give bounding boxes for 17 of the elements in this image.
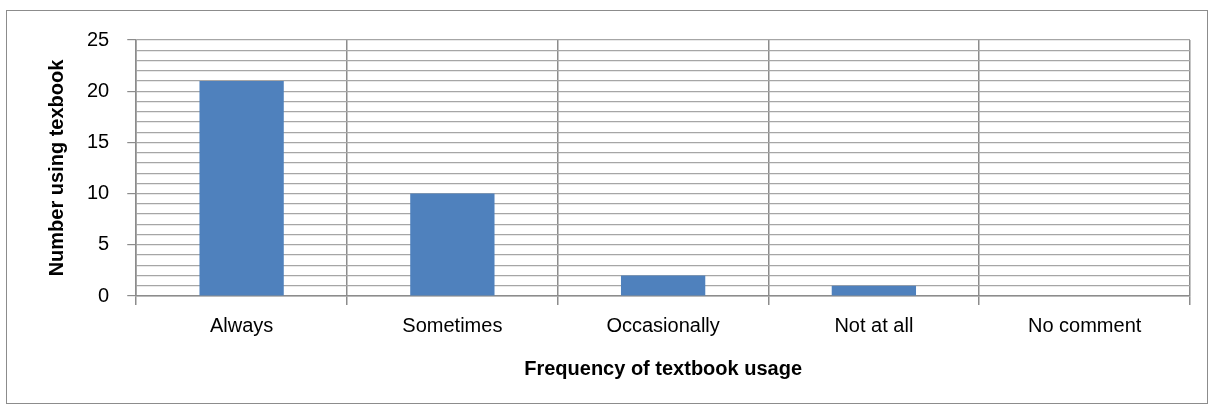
x-axis-title: Frequency of textbook usage (524, 356, 803, 379)
bar (199, 80, 284, 296)
x-tick-label: Occasionally (606, 313, 720, 336)
x-tick-label: Sometimes (402, 313, 503, 336)
x-tick-label: No comment (1027, 313, 1142, 336)
y-tick-label: 5 (98, 232, 110, 255)
bar (831, 285, 917, 296)
y-tick-label: 0 (98, 283, 110, 306)
y-tick-label: 20 (87, 78, 110, 101)
y-tick-label: 15 (87, 129, 110, 152)
y-tick-label: 25 (87, 27, 110, 50)
bar (620, 275, 706, 296)
x-tick-label: Always (209, 313, 274, 336)
y-tick-label: 10 (87, 181, 110, 204)
x-tick-label: Not at all (834, 313, 914, 336)
y-axis-title: Number using texbook (44, 58, 67, 277)
bar (410, 193, 495, 296)
